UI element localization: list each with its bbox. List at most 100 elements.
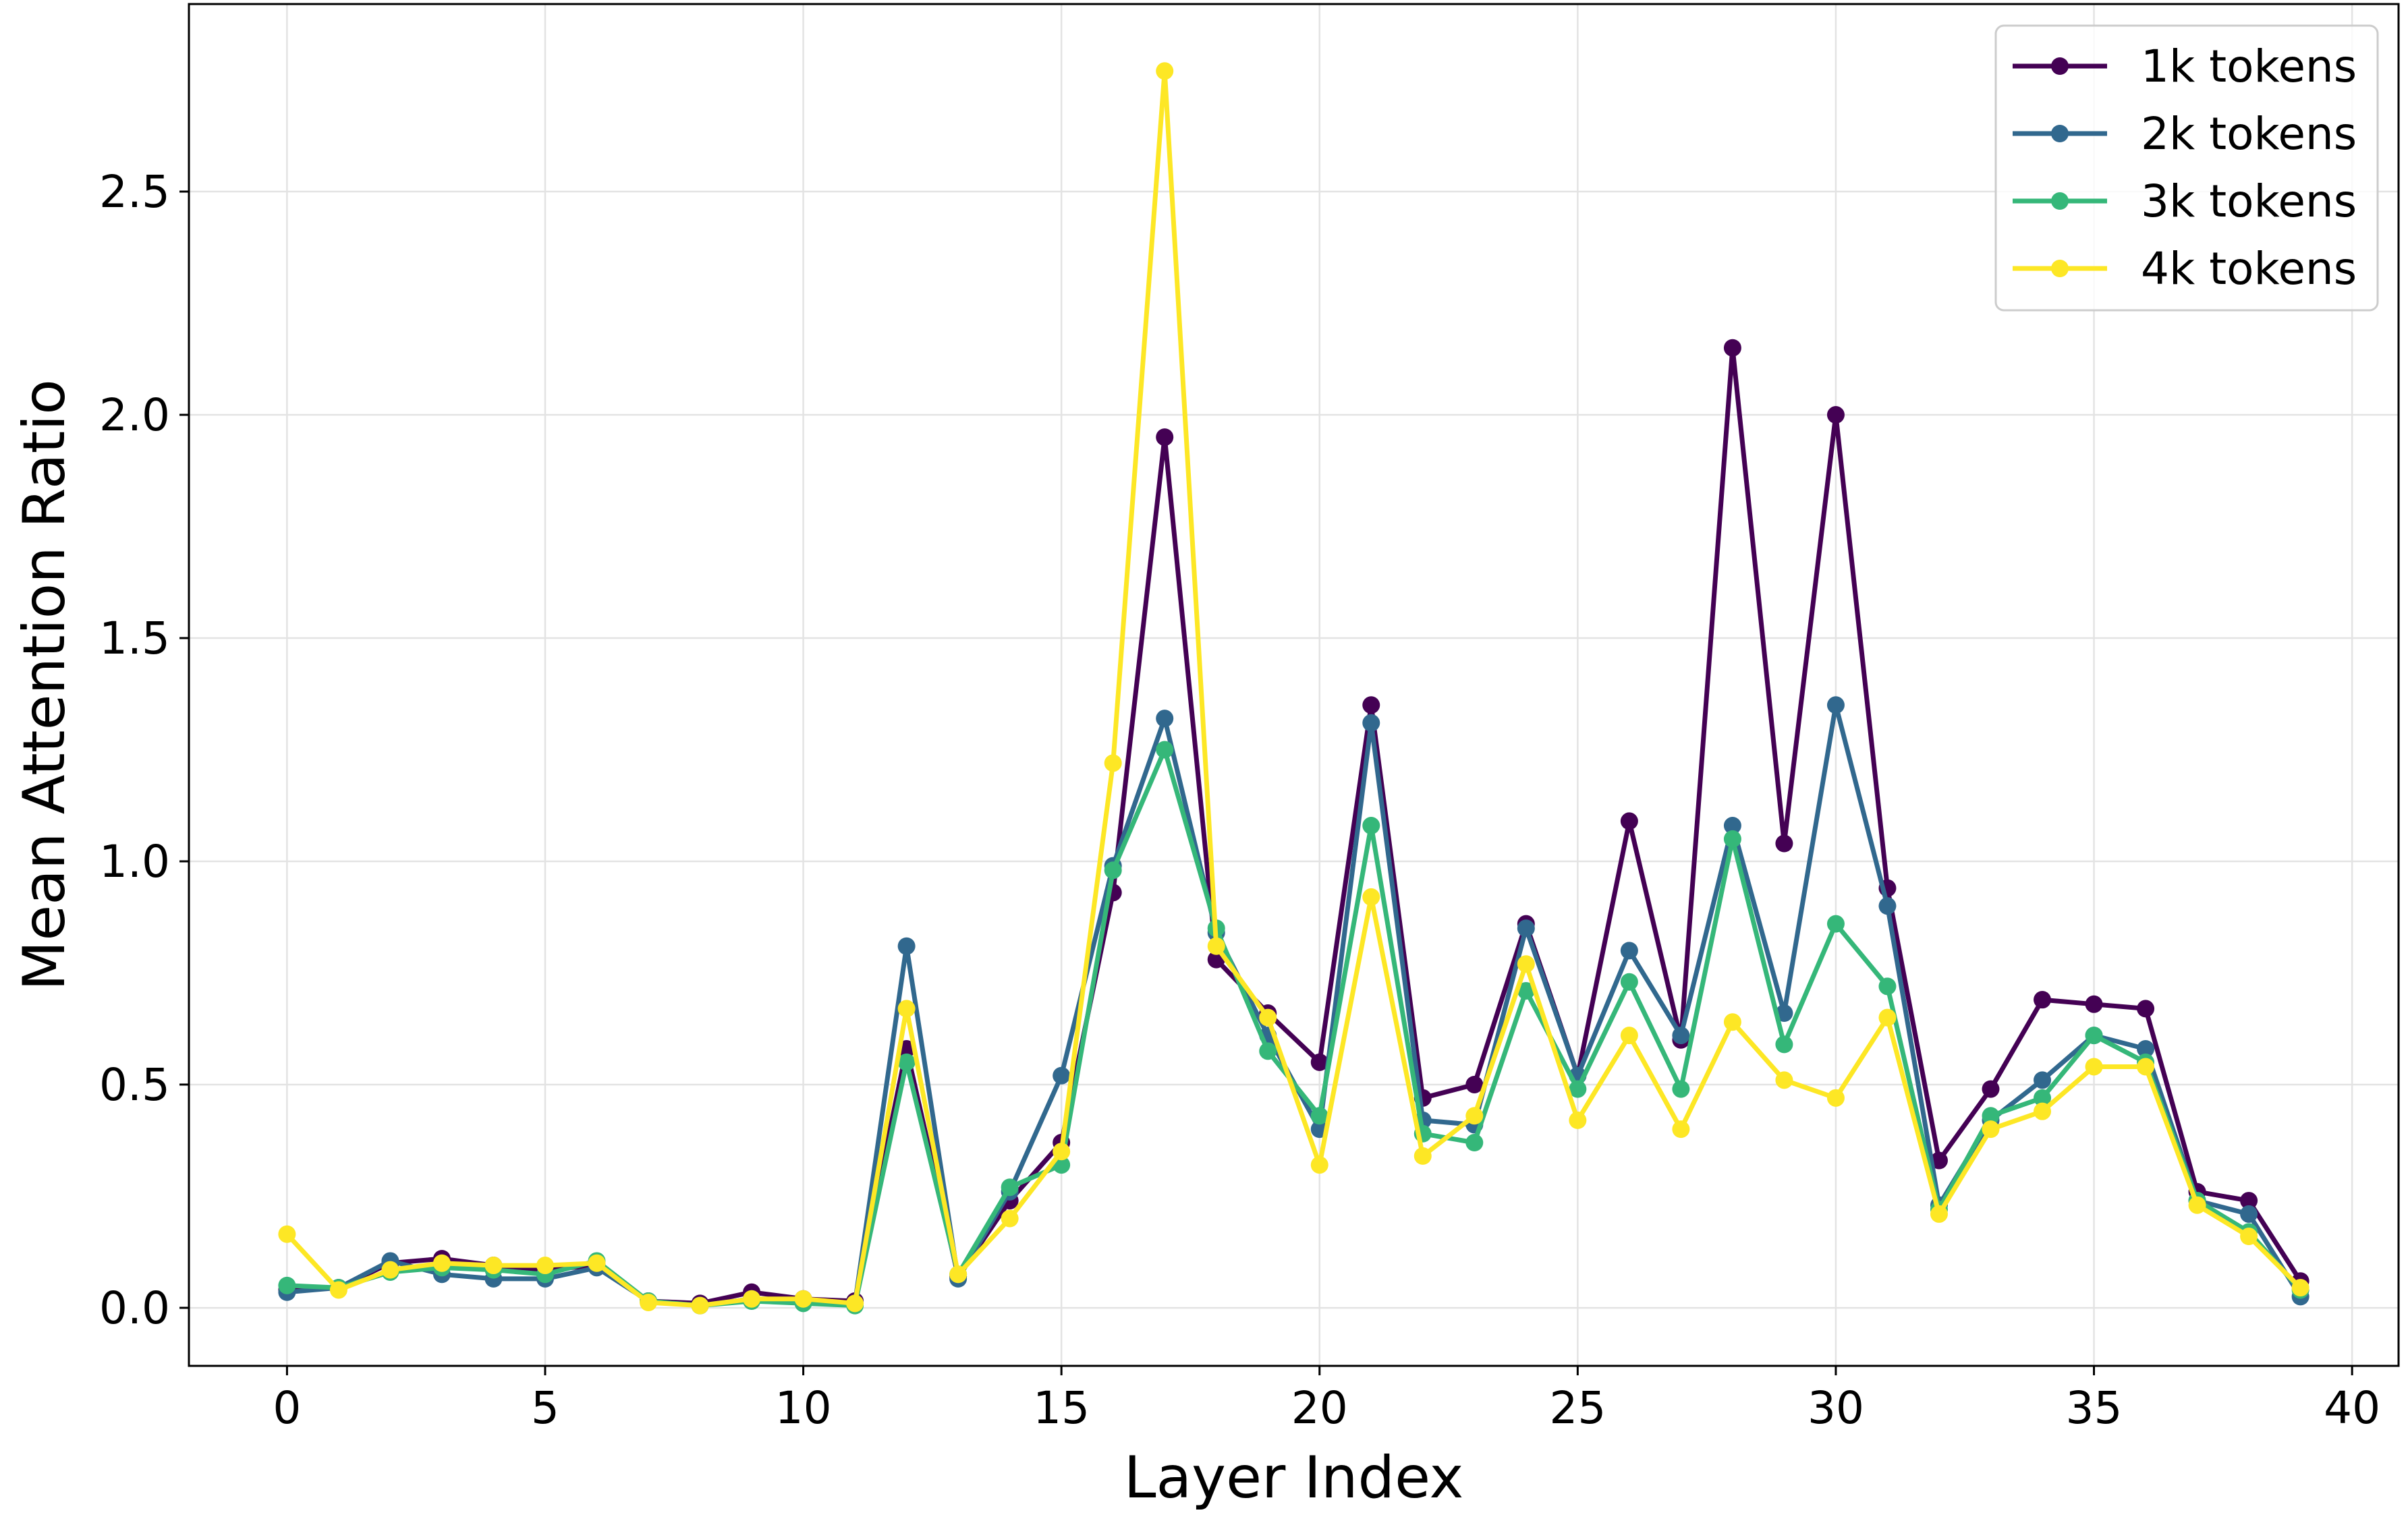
data-point xyxy=(432,1254,451,1272)
data-point xyxy=(2137,1058,2155,1076)
data-point xyxy=(1878,1008,1897,1027)
y-tick-label: 1.5 xyxy=(99,612,170,664)
data-point xyxy=(1775,834,1793,853)
x-tick-label: 40 xyxy=(2324,1382,2380,1434)
y-tick-label: 0.5 xyxy=(99,1059,170,1111)
legend-item: 2k tokens xyxy=(2013,108,2357,160)
data-point xyxy=(1930,1151,1948,1170)
data-point xyxy=(897,1000,916,1018)
legend-label: 1k tokens xyxy=(2141,40,2357,92)
data-point xyxy=(1826,406,1845,424)
x-tick-label: 5 xyxy=(531,1382,559,1434)
data-point xyxy=(1982,1080,2000,1098)
y-tick-label: 1.0 xyxy=(99,836,170,888)
data-point xyxy=(2240,1205,2258,1223)
legend-swatch-marker xyxy=(2051,260,2069,277)
data-point xyxy=(1620,973,1638,991)
y-axis-label: Mean Attention Ratio xyxy=(11,379,78,991)
data-point xyxy=(1878,897,1897,915)
legend-label: 2k tokens xyxy=(2141,108,2357,160)
data-point xyxy=(1156,428,1174,447)
data-point xyxy=(1930,1205,1948,1223)
data-point xyxy=(1465,1134,1484,1152)
data-point xyxy=(897,1053,916,1071)
data-point xyxy=(1104,754,1122,772)
data-point xyxy=(1723,830,1741,848)
data-point xyxy=(1723,817,1741,835)
data-point xyxy=(2034,1071,2052,1089)
series-4 xyxy=(278,62,2309,1315)
data-point xyxy=(2291,1279,2309,1297)
y-tick-label: 2.5 xyxy=(99,166,170,218)
y-tick-label: 2.0 xyxy=(99,389,170,441)
data-point xyxy=(278,1225,296,1243)
data-point xyxy=(2034,991,2052,1009)
axes: 0 5 10 15 20 25 30 35 40 0.0 0.5 1.0 1.5 2.0 2.5 xyxy=(99,166,2380,1434)
x-tick-label: 20 xyxy=(1291,1382,1348,1434)
data-point xyxy=(1362,888,1380,906)
data-point xyxy=(1362,696,1380,714)
x-axis-label: Layer Index xyxy=(1124,1444,1464,1512)
data-point xyxy=(1620,1027,1638,1045)
x-tick-label: 25 xyxy=(1549,1382,1606,1434)
data-point xyxy=(1569,1080,1587,1098)
data-point xyxy=(329,1281,347,1299)
x-tick-label: 35 xyxy=(2066,1382,2123,1434)
data-point xyxy=(1259,1042,1277,1060)
data-point xyxy=(484,1257,503,1275)
data-point xyxy=(1207,937,1225,955)
data-point xyxy=(1982,1120,2000,1139)
data-point xyxy=(949,1265,968,1284)
data-point xyxy=(1672,1027,1690,1045)
data-point xyxy=(2034,1102,2052,1120)
data-point xyxy=(2188,1196,2206,1214)
data-point xyxy=(1826,696,1845,714)
data-point xyxy=(1517,955,1535,973)
data-point xyxy=(1517,981,1535,1000)
data-point xyxy=(1362,817,1380,835)
data-point xyxy=(1569,1111,1587,1129)
data-point xyxy=(1156,741,1174,759)
series-group xyxy=(278,62,2309,1315)
data-point xyxy=(1465,1107,1484,1125)
data-point xyxy=(1723,339,1741,357)
legend-swatch-marker xyxy=(2051,192,2069,210)
data-point xyxy=(1053,1143,1071,1161)
legend-item: 4k tokens xyxy=(2013,243,2357,295)
data-point xyxy=(2137,1000,2155,1018)
legend-item: 3k tokens xyxy=(2013,175,2357,227)
legend-label: 4k tokens xyxy=(2141,243,2357,295)
data-point xyxy=(691,1296,709,1315)
data-point xyxy=(536,1257,554,1275)
data-point xyxy=(1878,977,1897,996)
x-tick-label: 15 xyxy=(1033,1382,1090,1434)
data-point xyxy=(588,1254,606,1272)
data-point xyxy=(1672,1080,1690,1098)
data-point xyxy=(1775,1035,1793,1054)
legend: 1k tokens 2k tokens 3k tokens 4k tokens xyxy=(1994,24,2379,312)
data-point xyxy=(1362,714,1380,732)
data-point xyxy=(1775,1071,1793,1089)
data-point xyxy=(1413,1147,1432,1165)
data-point xyxy=(2085,995,2103,1013)
data-point xyxy=(2137,1040,2155,1058)
data-point xyxy=(278,1276,296,1294)
legend-swatch-marker xyxy=(2051,57,2069,75)
data-point xyxy=(1001,1178,1019,1197)
legend-item: 1k tokens xyxy=(2013,40,2357,92)
legend-label: 3k tokens xyxy=(2141,175,2357,227)
data-point xyxy=(794,1290,812,1308)
data-point xyxy=(1156,62,1174,80)
data-point xyxy=(1259,1008,1277,1027)
data-point xyxy=(1672,1120,1690,1139)
data-point xyxy=(1620,942,1638,960)
data-point xyxy=(1001,1209,1019,1228)
data-point xyxy=(2085,1027,2103,1045)
data-point xyxy=(1620,812,1638,830)
data-point xyxy=(1517,919,1535,938)
data-point xyxy=(1826,915,1845,933)
data-point xyxy=(2240,1228,2258,1246)
data-point xyxy=(2240,1192,2258,1210)
